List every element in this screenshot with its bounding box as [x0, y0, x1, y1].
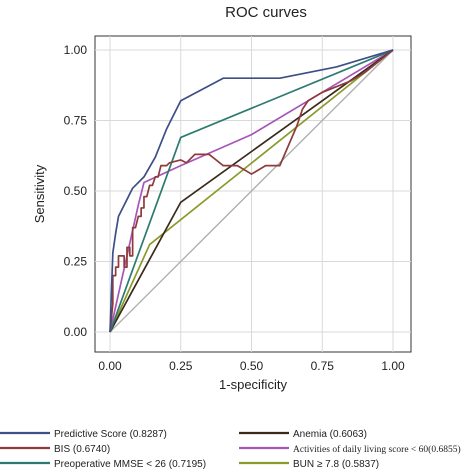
legend-label-2: Preoperative MMSE < 26 (0.7195) [54, 459, 206, 470]
y-tick-label: 0.50 [64, 184, 88, 198]
y-tick-label: 1.00 [64, 43, 88, 57]
legend-label-3: Anemia (0.6063) [293, 429, 367, 440]
x-tick-label: 0.25 [169, 359, 193, 373]
legend-label-1: BIS (0.6740) [54, 444, 110, 455]
x-tick-labels: 0.00 0.25 0.50 0.75 1.00 [98, 359, 405, 373]
y-tick-labels: 0.00 0.25 0.50 0.75 1.00 [64, 43, 88, 339]
y-tick-label: 0.00 [64, 325, 88, 339]
x-axis-label: 1-specificity [219, 377, 287, 392]
series-line-5 [109, 49, 394, 333]
legend-label-4: Activities of daily living score < 60(0.… [293, 444, 461, 455]
series-line-3 [109, 49, 394, 333]
x-tick-label: 0.50 [240, 359, 264, 373]
reference-diagonal-layer [109, 49, 394, 333]
chart-title: ROC curves [225, 4, 307, 21]
y-axis-label: Sensitivity [32, 164, 47, 223]
legend-label-0: Predictive Score (0.8287) [54, 429, 167, 440]
y-tick-label: 0.75 [64, 114, 88, 128]
x-tick-label: 1.00 [381, 359, 405, 373]
series-line-2 [109, 49, 394, 333]
series-line-0 [109, 49, 394, 333]
series-layer [109, 49, 394, 333]
x-tick-label: 0.00 [98, 359, 122, 373]
series-line-1 [109, 49, 394, 333]
reference-diagonal [109, 49, 394, 333]
plot-area [94, 35, 412, 353]
legend-label-5: BUN ≥ 7.8 (0.5837) [293, 459, 379, 470]
y-tick-label: 0.25 [64, 255, 88, 269]
legend: Predictive Score (0.8287) BIS (0.6740) Pre… [0, 429, 461, 470]
x-tick-label: 0.75 [311, 359, 335, 373]
